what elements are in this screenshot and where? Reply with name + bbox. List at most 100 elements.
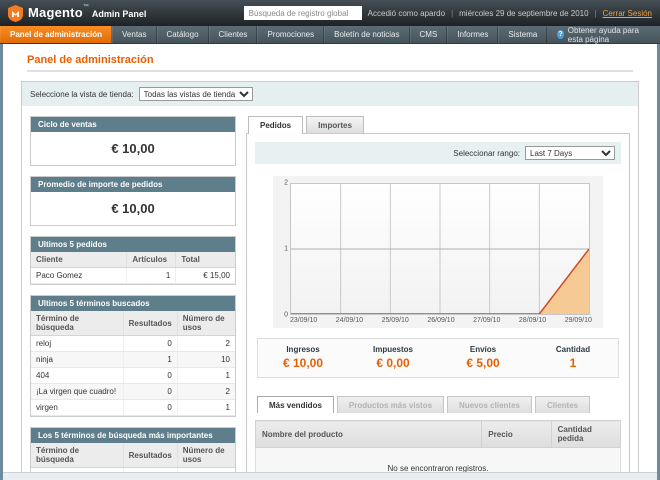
chart-y-axis: 012: [276, 183, 290, 315]
y-tick-label: 1: [284, 246, 288, 253]
magento-logo-icon: [8, 5, 23, 22]
nav-item[interactable]: CMS: [410, 26, 448, 43]
search-term-row[interactable]: ninja110: [31, 352, 235, 368]
column-header: Cantidad pedida: [551, 421, 620, 448]
total-stat: Impuestos € 0,00: [348, 345, 438, 370]
title-divider: [27, 70, 633, 72]
page-title: Panel de administración: [27, 54, 633, 66]
x-tick-label: 26/09/10: [427, 317, 454, 324]
panel-last-search-terms: Ultimos 5 términos buscados Término de b…: [30, 295, 236, 417]
nav-item[interactable]: Ventas: [112, 26, 156, 43]
store-view-bar: Seleccione la vista de tienda: Todas las…: [22, 82, 638, 106]
column-header: Artículos: [127, 252, 176, 268]
stat-label: Cantidad: [528, 345, 618, 354]
x-tick-label: 23/09/10: [290, 317, 317, 324]
range-select[interactable]: Last 7 Days: [525, 146, 615, 160]
column-header: Término de búsqueda: [31, 311, 123, 336]
panel-last-orders: Ultimos 5 pedidos Cliente Artículos Tota…: [30, 236, 236, 285]
products-table: Nombre del producto Precio Cantidad pedi…: [255, 420, 621, 480]
range-label: Seleccionar rango:: [453, 149, 520, 158]
nav-item[interactable]: Informes: [447, 26, 498, 43]
panel-title: Promedio de importe de pedidos: [31, 177, 235, 192]
nav-item[interactable]: Sistema: [498, 26, 547, 43]
nav-item[interactable]: Panel de administración: [0, 26, 112, 43]
stat-label: Ingresos: [258, 345, 348, 354]
logged-in-as: Accedió como apardo: [368, 9, 445, 18]
panel-title: Ultimos 5 pedidos: [31, 237, 235, 252]
panel-title: Ultimos 5 términos buscados: [31, 296, 235, 311]
panel-lifetime-sales: Ciclo de ventas € 10,00: [30, 116, 236, 166]
chart-tab[interactable]: Importes: [306, 116, 364, 133]
search-term-row[interactable]: ¡La virgen que cuadro!02: [31, 384, 235, 400]
x-tick-label: 29/09/10: [565, 317, 592, 324]
report-tab[interactable]: Clientes: [535, 396, 590, 413]
global-search-input[interactable]: [244, 6, 362, 20]
nav-item[interactable]: Catálogo: [157, 26, 209, 43]
column-header: Total: [176, 252, 235, 268]
current-date: miércoles 29 de septiembre de 2010: [459, 9, 588, 18]
help-icon: ?: [557, 30, 563, 39]
header-separator: |: [595, 9, 597, 18]
logo-trademark: ™: [83, 4, 89, 10]
search-term-row[interactable]: virgen01: [31, 400, 235, 416]
dashboard-sidebar: Ciclo de ventas € 10,00 Promedio de impo…: [30, 116, 236, 480]
report-tabs: Más vendidos Productos más vistos Nuevos…: [257, 396, 621, 413]
stat-value: € 0,00: [348, 356, 438, 370]
report-tab[interactable]: Productos más vistos: [337, 396, 444, 413]
x-tick-label: 24/09/10: [336, 317, 363, 324]
lifetime-sales-value: € 10,00: [31, 132, 235, 165]
orders-chart: 012 23/09/10 24/09/10 25/09/10 26/09/10 27/0…: [273, 176, 603, 328]
totals-bar: Ingresos € 10,00 Impuestos € 0,00 Envíos: [257, 338, 619, 378]
stat-label: Impuestos: [348, 345, 438, 354]
column-header: Término de búsqueda: [31, 443, 123, 468]
x-tick-label: 27/09/10: [473, 317, 500, 324]
logout-link[interactable]: Cerrar Sesión: [603, 9, 652, 18]
column-header: Resultados: [123, 443, 177, 468]
main-nav: Panel de administración Ventas Catálogo …: [0, 26, 660, 44]
help-link[interactable]: ? Obtener ayuda para esta página: [547, 26, 660, 43]
panel-average-orders: Promedio de importe de pedidos € 10,00: [30, 176, 236, 226]
stat-value: 1: [528, 356, 618, 370]
total-stat: Envíos € 5,00: [438, 345, 528, 370]
report-tab[interactable]: Nuevos clientes: [447, 396, 532, 413]
y-tick-label: 0: [284, 312, 288, 319]
search-term-row[interactable]: reloj02: [31, 336, 235, 352]
chart-x-axis: 23/09/10 24/09/10 25/09/10 26/09/10 27/09/10…: [290, 315, 592, 324]
top-header: Magento™Admin Panel Accedió como apardo …: [0, 0, 660, 26]
average-orders-value: € 10,00: [31, 192, 235, 225]
column-header: Número de usos: [177, 311, 235, 336]
panel-title: Ciclo de ventas: [31, 117, 235, 132]
x-tick-label: 25/09/10: [382, 317, 409, 324]
store-view-select[interactable]: Todas las vistas de tienda: [139, 87, 253, 101]
column-header: Número de usos: [177, 443, 235, 468]
stat-label: Envíos: [438, 345, 528, 354]
chart-tab[interactable]: Pedidos: [248, 116, 303, 134]
stat-value: € 10,00: [258, 356, 348, 370]
panel-title: Los 5 términos de búsqueda más important…: [31, 428, 235, 443]
column-header: Resultados: [123, 311, 177, 336]
content-area: Panel de administración Seleccione la vi…: [0, 44, 660, 480]
help-label: Obtener ayuda para esta página: [568, 26, 650, 44]
order-row[interactable]: Paco Gomez1€ 15,00: [31, 268, 235, 284]
report-tab[interactable]: Más vendidos: [257, 396, 334, 413]
magento-logo: Magento™Admin Panel: [8, 4, 146, 22]
dashboard-container: Seleccione la vista de tienda: Todas las…: [21, 81, 639, 480]
nav-item[interactable]: Boletín de noticias: [324, 26, 409, 43]
x-tick-label: 28/09/10: [519, 317, 546, 324]
total-stat: Ingresos € 10,00: [258, 345, 348, 370]
column-header: Cliente: [31, 252, 127, 268]
chart-tabs: Pedidos Importes: [248, 116, 630, 133]
column-header: Nombre del producto: [256, 421, 482, 448]
nav-item[interactable]: Clientes: [209, 26, 258, 43]
footer-strip: [3, 472, 657, 480]
store-view-label: Seleccione la vista de tienda:: [30, 90, 134, 99]
stat-value: € 5,00: [438, 356, 528, 370]
header-separator: |: [451, 9, 453, 18]
nav-menu: Panel de administración Ventas Catálogo …: [0, 26, 547, 43]
column-header: Precio: [482, 421, 551, 448]
nav-item[interactable]: Promociones: [257, 26, 324, 43]
total-stat: Cantidad 1: [528, 345, 618, 370]
chart-plot: [290, 183, 590, 315]
search-term-row[interactable]: 40401: [31, 368, 235, 384]
range-bar: Seleccionar rango: Last 7 Days: [255, 142, 621, 164]
